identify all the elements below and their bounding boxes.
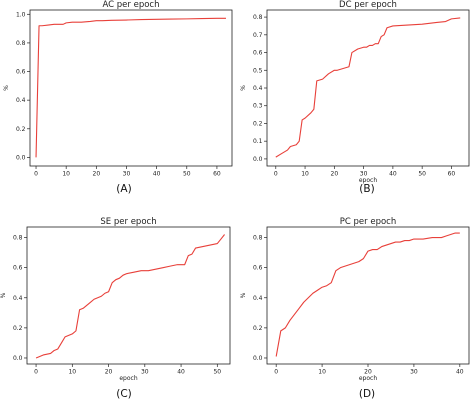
- chart-4-title: PC per epoch: [340, 217, 396, 227]
- chart-2-x-tick-label: 30: [360, 171, 368, 178]
- chart-2-x-tick-label: 0: [274, 171, 278, 178]
- chart-2-x-tick-label: 40: [389, 171, 397, 178]
- chart-1-x-tick-label: 0: [34, 171, 38, 178]
- chart-2-x-tick-label: 50: [418, 171, 426, 178]
- chart-2-y-tick-label: 0.4: [253, 85, 263, 92]
- chart-4-series-line: [275, 232, 460, 357]
- chart-2-y-tick-label: 0.3: [253, 103, 263, 110]
- chart-1-x-tick-label: 20: [93, 171, 101, 178]
- chart-4-x-axis-label: epoch: [359, 375, 377, 382]
- chart-1-plot-frame: [29, 9, 233, 167]
- chart-3-x-tick-label: 20: [105, 369, 113, 376]
- chart-3-y-tick-label: 0.0: [13, 355, 23, 362]
- chart-4-y-axis-label: %: [240, 292, 247, 298]
- chart-4-y-tick-label: 0.2: [253, 325, 263, 332]
- chart-1-y-tick-label: 1.0: [16, 11, 26, 18]
- chart-4-y-tick-label: 0.4: [253, 295, 263, 302]
- chart-1-y-tick-label: 0.6: [16, 69, 26, 76]
- chart-4-x-tick-label: 10: [318, 369, 326, 376]
- chart-4-x-tick-label: 20: [364, 369, 372, 376]
- chart-2-title: DC per epoch: [339, 0, 397, 10]
- chart-4-y-tick-label: 0.0: [253, 355, 263, 362]
- chart-1-x-tick-label: 30: [123, 171, 131, 178]
- chart-4-plot-frame: [266, 226, 470, 365]
- chart-2-y-tick-label: 0.7: [253, 32, 263, 39]
- chart-3-y-tick-label: 0.6: [13, 265, 23, 272]
- chart-2-y-tick-label: 0.8: [253, 14, 263, 21]
- chart-2-y-tick-label: 0.2: [253, 120, 263, 127]
- chart-2-plot-frame: [266, 9, 470, 167]
- chart-3-panel-label: (C): [116, 388, 132, 400]
- chart-1-x-tick-label: 10: [62, 171, 70, 178]
- chart-1-y-tick-label: 0.0: [16, 154, 26, 161]
- chart-3: SE per epoch 0 10 20 30 40 50 0.0 0.2 0.4 0.6 0.8 ep…: [0, 217, 231, 400]
- chart-2-y-axis-label: %: [240, 85, 247, 91]
- chart-3-x-axis-label: epoch: [119, 375, 137, 382]
- chart-1-series-line: [35, 17, 226, 158]
- chart-2-panel-label: (B): [359, 183, 374, 195]
- chart-1-x-tick-label: 50: [183, 171, 191, 178]
- chart-2-y-tick-label: 0.6: [253, 50, 263, 57]
- chart-2-y-tick-label: 0.5: [253, 67, 263, 74]
- chart-4-y-tick-label: 0.6: [253, 265, 263, 272]
- chart-2-series-line: [275, 17, 461, 158]
- chart-1-x-tick-label: 60: [213, 171, 221, 178]
- chart-4-x-tick-label: 30: [410, 369, 418, 376]
- chart-3-x-tick-label: 40: [177, 369, 185, 376]
- chart-3-x-tick-label: 50: [213, 369, 221, 376]
- chart-2-x-tick-label: 60: [448, 171, 456, 178]
- chart-1: AC per epoch 0 10 20 30 40 50 60 0.0 0.2 0.4 0.6 0.8…: [3, 0, 233, 195]
- chart-4: PC per epoch 0 10 20 30 40 0.0 0.2 0.4 0.6 0.8 epoc…: [240, 217, 470, 400]
- chart-3-title: SE per epoch: [100, 217, 156, 227]
- chart-3-y-tick-label: 0.8: [13, 235, 23, 242]
- chart-2-y-tick-label: 0.0: [253, 156, 263, 163]
- chart-3-y-axis-label: %: [0, 292, 7, 298]
- chart-3-plot-frame: [26, 226, 231, 365]
- chart-2-x-axis-label: epoch: [359, 177, 377, 184]
- chart-2: DC per epoch 0 10 20 30 40 50 60 0.0 0.1 0.2 0.3 0.4…: [240, 0, 470, 195]
- chart-4-x-tick-label: 0: [274, 369, 278, 376]
- chart-1-title: AC per epoch: [102, 0, 159, 10]
- chart-4-x-tick-label: 40: [456, 369, 464, 376]
- chart-1-y-axis-label: %: [3, 85, 10, 91]
- chart-2-x-tick-label: 20: [331, 171, 339, 178]
- chart-1-y-tick-label: 0.8: [16, 40, 26, 47]
- chart-3-series-line: [35, 234, 225, 359]
- chart-1-y-tick-label: 0.4: [16, 97, 26, 104]
- chart-3-y-tick-label: 0.2: [13, 325, 23, 332]
- chart-2-x-tick-label: 10: [301, 171, 309, 178]
- chart-3-x-tick-label: 0: [34, 369, 38, 376]
- chart-4-panel-label: (D): [359, 388, 375, 400]
- chart-1-x-tick-label: 40: [153, 171, 161, 178]
- chart-3-y-tick-label: 0.4: [13, 295, 23, 302]
- chart-1-panel-label: (A): [116, 183, 131, 195]
- chart-3-x-tick-label: 30: [141, 369, 149, 376]
- chart-4-y-tick-label: 0.8: [253, 235, 263, 242]
- chart-1-y-tick-label: 0.2: [16, 126, 26, 133]
- chart-3-x-tick-label: 10: [68, 369, 76, 376]
- chart-2-y-tick-label: 0.1: [253, 138, 263, 145]
